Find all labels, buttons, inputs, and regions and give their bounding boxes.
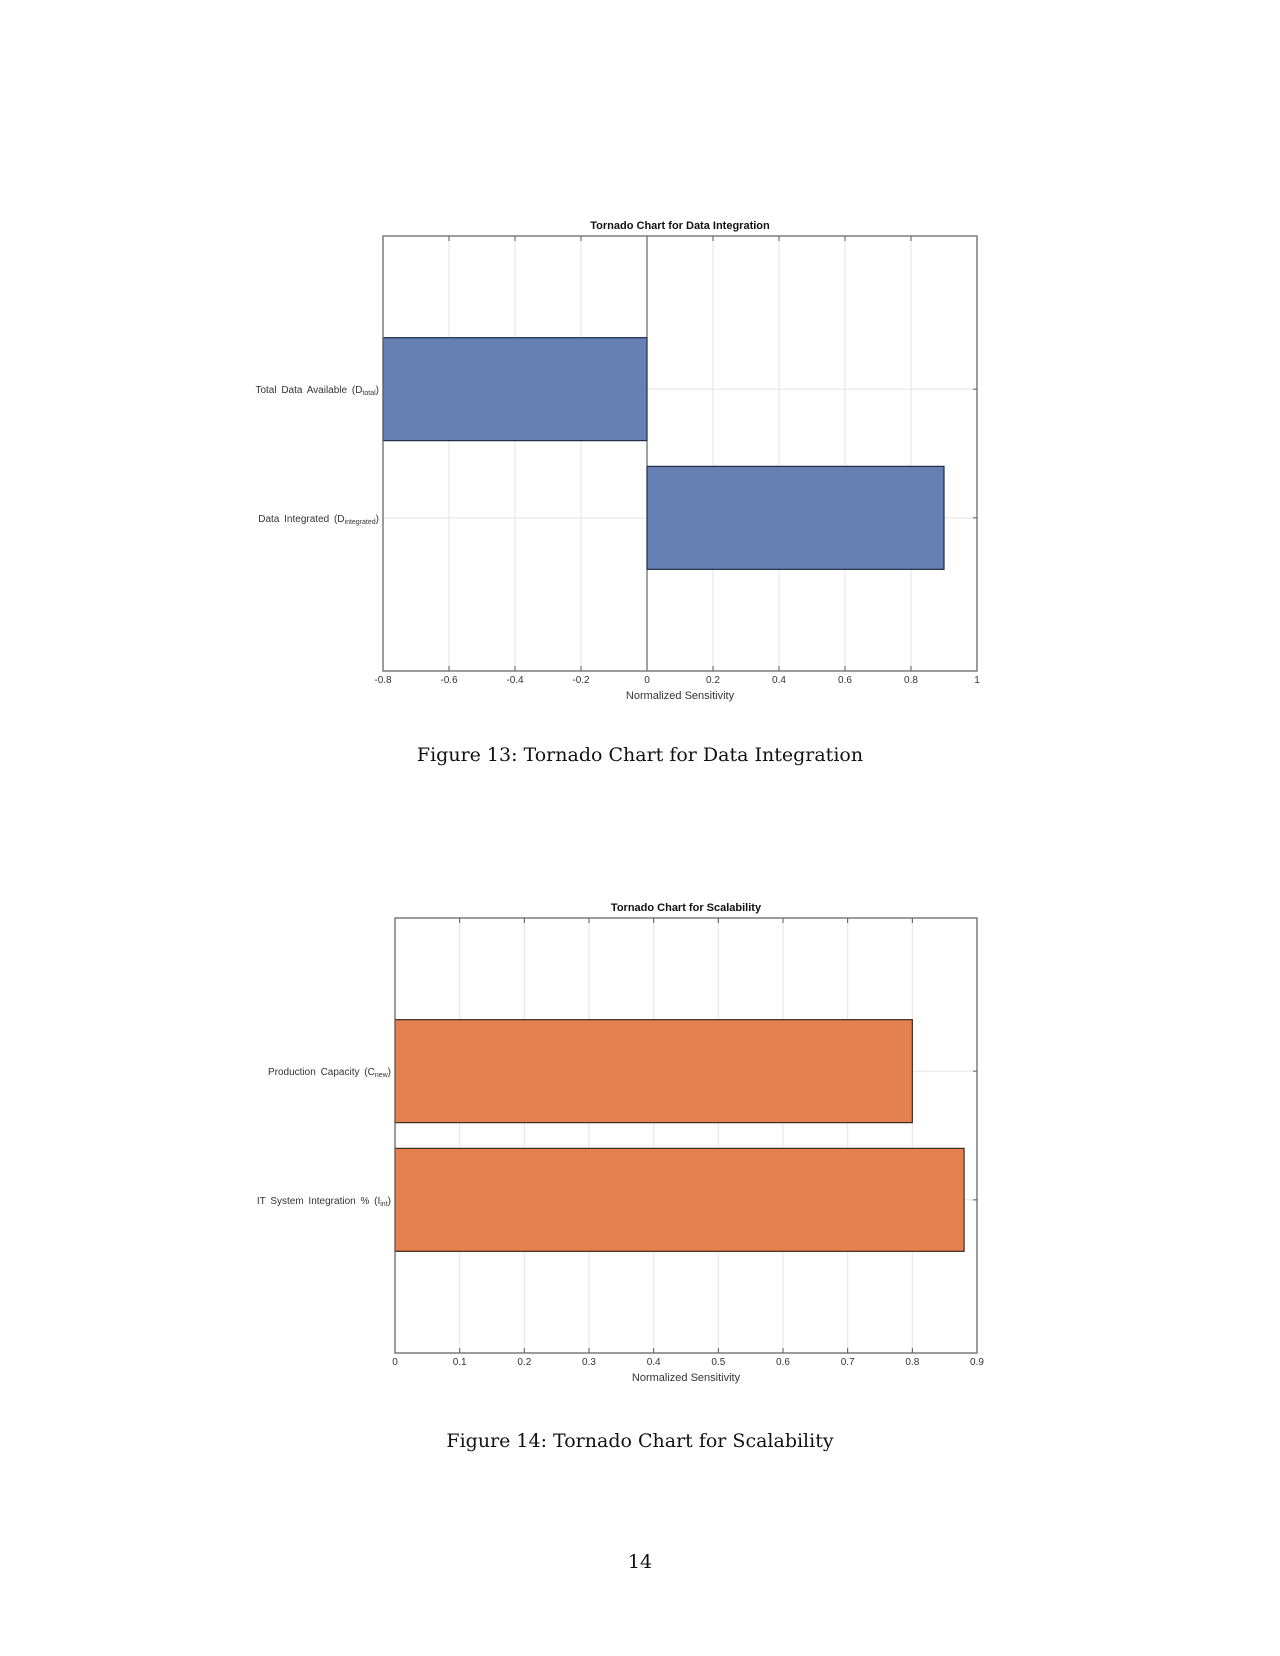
x-tick-label: 0.6 (838, 675, 852, 686)
chart-title: Tornado Chart for Scalability (611, 902, 762, 914)
chart-title: Tornado Chart for Data Integration (590, 220, 770, 232)
x-tick-label: 0.5 (711, 1357, 725, 1368)
x-tick-label: 0.2 (706, 675, 720, 686)
y-tick-label: Data Integrated (Dintegrated) (258, 514, 379, 526)
x-tick-label: 0.1 (453, 1357, 467, 1368)
plot-frame (394, 917, 978, 1354)
x-tick-label: -0.6 (440, 675, 458, 686)
x-tick-label: 0.3 (582, 1357, 596, 1368)
y-tick-label: IT System Integration % (Iint) (257, 1196, 391, 1208)
figure-14-caption: Figure 14: Tornado Chart for Scalability (446, 1430, 834, 1452)
x-tick-label: 0 (392, 1357, 398, 1368)
figure-13-caption: Figure 13: Tornado Chart for Data Integr… (416, 744, 864, 766)
x-tick-label: 0.4 (772, 675, 786, 686)
bar-2 (394, 1147, 965, 1252)
y-tick-label: Production Capacity (Cnew) (268, 1067, 391, 1079)
tornado-chart-data-integration: -0.8 -0.6 -0.4 -0.2 0 0.2 0.4 0.6 0.8 1 Total Data… (255, 220, 980, 702)
x-tick-label: 0.2 (517, 1357, 531, 1368)
bar-1 (382, 337, 648, 442)
x-tick-label: -0.4 (506, 675, 524, 686)
x-tick-label: 0.9 (970, 1357, 984, 1368)
x-tick-label: 0.8 (905, 1357, 919, 1368)
tornado-chart-scalability: 0 0.1 0.2 0.3 0.4 0.5 0.6 0.7 0.8 0.9 Production C… (257, 902, 985, 1384)
x-tick-label: 0.6 (776, 1357, 790, 1368)
bar-2 (646, 465, 945, 570)
x-tick-label: 0.7 (841, 1357, 855, 1368)
bar-1 (394, 1019, 913, 1124)
x-tick-label: 0 (644, 675, 650, 686)
page-number: 14 (627, 1551, 653, 1573)
x-tick-label: -0.2 (572, 675, 590, 686)
x-axis-label: Normalized Sensitivity (632, 1372, 741, 1384)
x-tick-label: 1 (974, 675, 980, 686)
plot-frame (382, 235, 978, 672)
x-tick-label: 0.8 (904, 675, 918, 686)
x-tick-label: -0.8 (374, 675, 392, 686)
y-tick-label: Total Data Available (Dtotal) (255, 385, 379, 397)
x-axis-label: Normalized Sensitivity (626, 690, 735, 702)
x-tick-label: 0.4 (647, 1357, 661, 1368)
